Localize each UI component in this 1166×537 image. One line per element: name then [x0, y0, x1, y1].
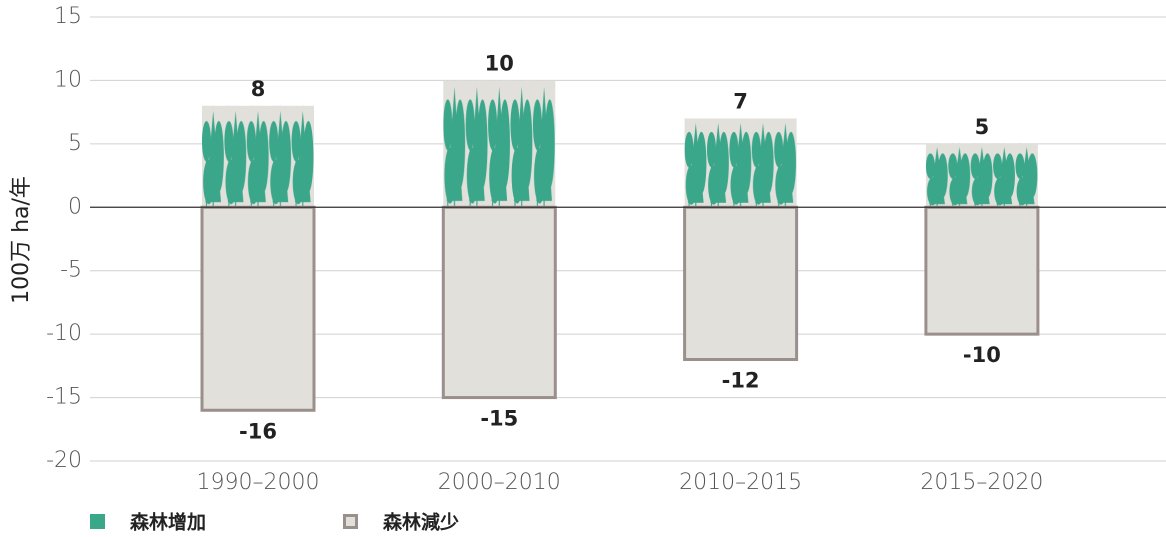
- bar: [685, 118, 797, 207]
- y-tick-label: 15: [54, 4, 82, 29]
- x-tick-label: 2015–2020: [920, 470, 1043, 495]
- value-label: -16: [239, 419, 277, 443]
- y-axis-label: 100万 ha/年: [9, 176, 34, 304]
- value-label: -10: [963, 343, 1001, 367]
- y-tick-label: -20: [46, 448, 82, 473]
- legend-swatch: [345, 516, 357, 528]
- bar: [202, 207, 314, 410]
- x-tick-label: 2010–2015: [679, 470, 802, 495]
- value-label: 10: [485, 51, 514, 75]
- bar: [443, 80, 555, 207]
- legend-swatch: [90, 514, 105, 529]
- value-label: 5: [975, 115, 990, 139]
- bar: [685, 207, 797, 359]
- chart: 100万 ha/年 -20 -15 -10 -5 0 5 10 15 1990–2000 8 -16…: [0, 0, 1166, 537]
- legend-label: 森林減少: [383, 511, 459, 534]
- value-label: -12: [722, 369, 760, 393]
- y-tick-label: -10: [46, 321, 82, 346]
- bar: [202, 106, 314, 207]
- y-tick-label: -5: [60, 258, 82, 283]
- y-tick-label: -15: [46, 385, 82, 410]
- legend-label: 森林增加: [130, 511, 206, 534]
- value-label: 7: [733, 89, 748, 113]
- x-tick-label: 2000–2010: [438, 470, 561, 495]
- bar: [443, 207, 555, 397]
- x-tick-label: 1990–2000: [197, 470, 320, 495]
- y-tick-label: 5: [68, 131, 82, 156]
- y-tick-label: 0: [68, 194, 82, 219]
- value-label: 8: [251, 77, 266, 101]
- bar: [926, 144, 1038, 207]
- bar: [926, 207, 1038, 334]
- value-label: -15: [480, 407, 518, 431]
- y-tick-label: 10: [54, 67, 82, 92]
